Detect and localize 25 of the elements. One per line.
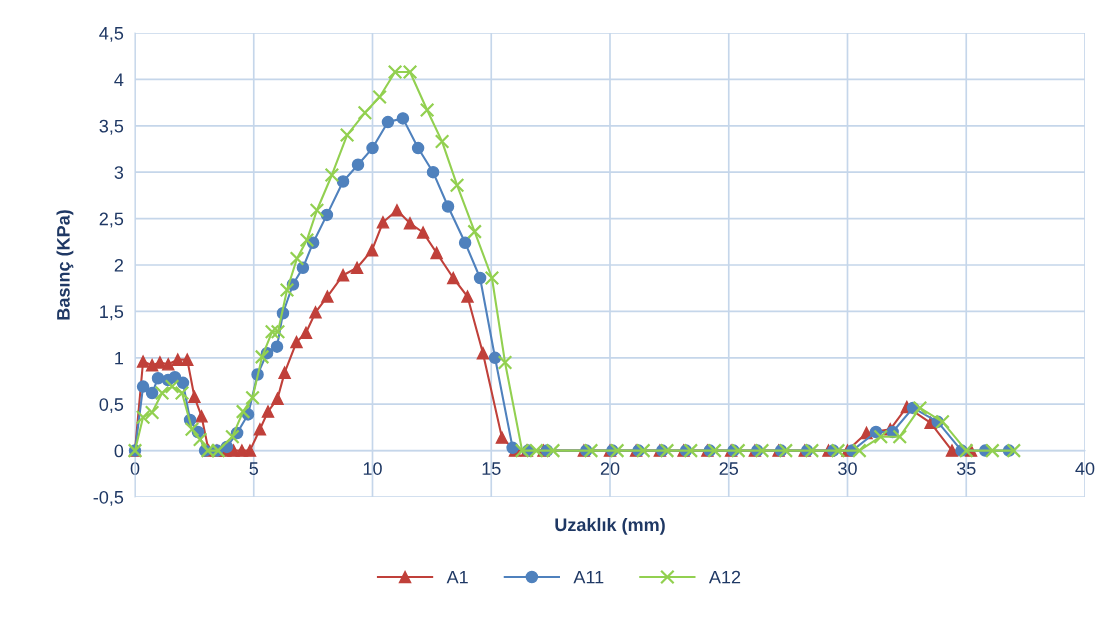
legend-label: A12 (708, 570, 741, 584)
legend-label: A1 (446, 570, 468, 584)
x-tick-label: 5 (249, 462, 259, 475)
y-tick-label: 0 (114, 444, 124, 458)
y-tick-label: 2,5 (99, 212, 124, 228)
y-tick-label: 1,5 (100, 305, 124, 321)
y-axis-title: Basınç (KPa) (56, 210, 74, 320)
x-tick-label: 20 (600, 462, 620, 475)
legend-label: A11 (573, 570, 604, 584)
y-tick-label: 0,5 (99, 398, 124, 414)
y-tick-label: 3 (114, 166, 124, 179)
y-tick-label: 3,5 (99, 119, 124, 135)
x-axis-title: Uzaklık (mm) (555, 517, 665, 535)
y-tick-label: 4 (114, 73, 124, 86)
x-tick-label: 0 (130, 462, 140, 475)
y-tick-label: 2 (114, 258, 123, 272)
x-tick-label: 15 (482, 462, 501, 475)
x-tick-label: 30 (838, 462, 857, 475)
x-tick-label: 10 (363, 462, 382, 475)
x-tick-label: 25 (719, 462, 739, 475)
y-tick-label: -0,5 (93, 490, 124, 506)
y-tick-label: 1 (115, 351, 124, 365)
y-tick-label: 4,5 (99, 27, 124, 42)
x-tick-label: 40 (1075, 462, 1095, 475)
x-tick-label: 35 (956, 462, 976, 475)
